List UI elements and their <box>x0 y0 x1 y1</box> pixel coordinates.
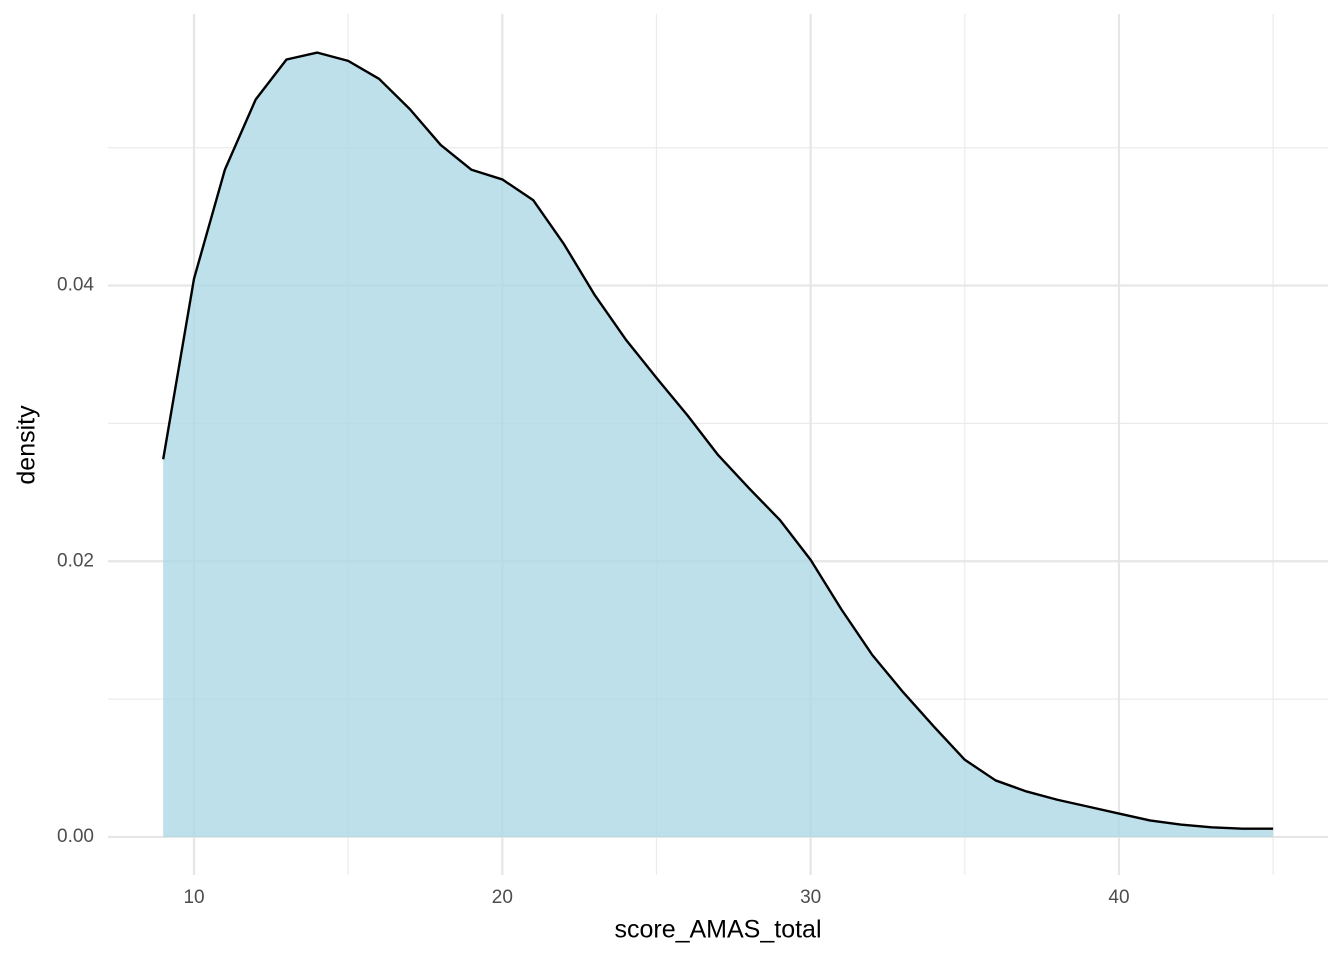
y-tick-label: 0.02 <box>57 550 94 571</box>
x-axis-title: score_AMAS_total <box>614 916 821 944</box>
y-tick-label: 0.00 <box>57 826 94 847</box>
density-area <box>163 52 1274 837</box>
y-tick-label: 0.04 <box>57 275 94 296</box>
marks <box>162 51 1274 837</box>
y-axis-title: density <box>13 405 41 485</box>
x-tick-label: 10 <box>183 887 204 908</box>
x-tick-label: 30 <box>800 887 821 908</box>
density-line <box>162 51 1274 830</box>
x-tick-label: 20 <box>492 887 513 908</box>
x-tick-label: 40 <box>1108 887 1129 908</box>
